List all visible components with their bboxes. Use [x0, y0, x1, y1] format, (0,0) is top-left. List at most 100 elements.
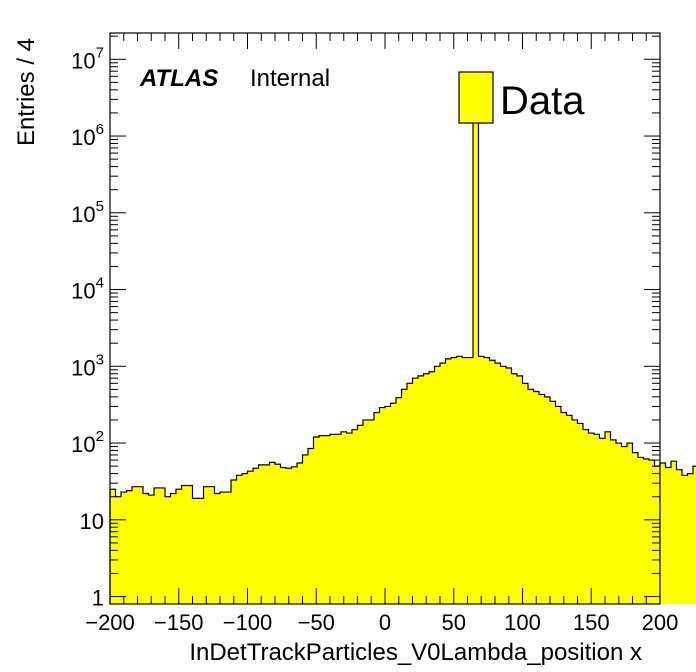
histogram-bin [385, 406, 391, 604]
histogram-bin [126, 490, 132, 604]
histogram-bin [209, 486, 215, 604]
histogram-bin [693, 466, 696, 604]
y-tick-labels: 1 10 102 103 104 105 106 107 [71, 44, 104, 610]
histogram-bin [275, 464, 281, 604]
y-tick-label: 107 [71, 44, 104, 73]
histogram-bin [429, 371, 435, 604]
histogram-bin [445, 358, 451, 604]
histogram-bin [308, 448, 314, 604]
histogram-bin [170, 493, 176, 604]
histogram-bin [335, 434, 341, 604]
histogram-bin [176, 489, 182, 604]
histogram-bin [132, 486, 138, 604]
histogram-bin [478, 356, 484, 604]
histogram-bin [660, 462, 666, 604]
histogram-bin [610, 439, 616, 604]
histogram-bin [330, 434, 336, 604]
histogram-bin [605, 431, 611, 604]
histogram-bin [654, 466, 660, 604]
histogram-bin [341, 431, 347, 604]
histogram-bin [357, 425, 363, 604]
histogram-bin [687, 473, 693, 604]
y-tick-label: 105 [71, 198, 104, 227]
histogram-outline [109, 121, 696, 604]
histogram-bin [319, 435, 325, 604]
histogram-bin [280, 467, 286, 604]
y-tick-label: 104 [71, 275, 104, 304]
histogram-bin [379, 407, 385, 604]
histogram-bin [616, 443, 622, 604]
histogram-bin [137, 486, 143, 604]
histogram-bin [148, 495, 154, 604]
histogram-bin [671, 461, 677, 604]
histogram-bin [599, 438, 605, 604]
histogram-bin [264, 464, 270, 604]
histogram-bin [594, 434, 600, 604]
histogram-bin [115, 496, 121, 604]
histogram-bin [401, 389, 407, 604]
histogram-bin [236, 475, 242, 604]
histogram-bin [247, 471, 253, 604]
histogram-bin [159, 487, 165, 604]
histogram-bin [566, 415, 572, 604]
histogram-bin [423, 373, 429, 604]
histogram-bin [467, 357, 473, 604]
histogram-bin [412, 378, 418, 604]
histogram-bin [500, 366, 506, 604]
histogram-bin [577, 423, 583, 604]
legend-swatch [458, 71, 494, 124]
histogram-bin [363, 419, 369, 604]
histogram-bin [225, 492, 231, 604]
histogram-bin [511, 373, 517, 604]
histogram-bin [462, 357, 468, 604]
y-tick-label: 102 [71, 428, 104, 457]
histogram-bin [203, 486, 209, 604]
histogram-bin [544, 396, 550, 604]
histogram-bin [242, 473, 248, 604]
histogram-bin [638, 457, 644, 604]
histogram-bin [143, 493, 149, 604]
histogram-bin [302, 454, 308, 604]
atlas-label-bold: ATLAS [139, 65, 218, 92]
histogram-bin [181, 485, 187, 604]
histogram-bin [555, 406, 561, 604]
histogram-bin [258, 464, 264, 604]
histogram-bin [220, 492, 226, 604]
histogram-bin [187, 485, 193, 604]
histogram-bin [324, 435, 330, 604]
x-tick-label: 200 [642, 610, 679, 635]
atlas-label-internal: Internal [250, 65, 330, 92]
histogram-bin [451, 357, 457, 604]
histogram-bin [649, 460, 655, 604]
histogram-bin [396, 397, 402, 604]
histogram-bin [297, 462, 303, 604]
histogram-bin [346, 433, 352, 604]
histogram-bars [109, 121, 696, 605]
histogram-bin [522, 383, 528, 604]
histogram-bin [473, 122, 479, 605]
axis-ticks [109, 33, 661, 604]
histogram-bin [621, 446, 627, 604]
histogram-bin [192, 498, 198, 604]
histogram-bin [627, 443, 633, 604]
histogram-bin [313, 436, 319, 604]
histogram-bin [506, 368, 512, 604]
legend-label: Data [500, 79, 585, 123]
histogram-bin [632, 452, 638, 604]
histogram-bin [517, 375, 523, 604]
histogram-bin [495, 363, 501, 604]
histogram-bin [269, 462, 275, 604]
x-tick-label: 150 [573, 610, 610, 635]
histogram-bin [390, 403, 396, 604]
histogram-bin [291, 466, 297, 604]
x-tick-label: 0 [379, 610, 391, 635]
histogram-bin [368, 419, 374, 604]
x-tick-label: −150 [154, 610, 204, 635]
atlas-label: ATLAS Internal [139, 65, 330, 92]
histogram-bin [489, 360, 495, 604]
histogram-bin [583, 429, 589, 604]
histogram-bin [434, 366, 440, 604]
histogram-bin [165, 496, 171, 604]
histogram-bin [561, 412, 567, 604]
